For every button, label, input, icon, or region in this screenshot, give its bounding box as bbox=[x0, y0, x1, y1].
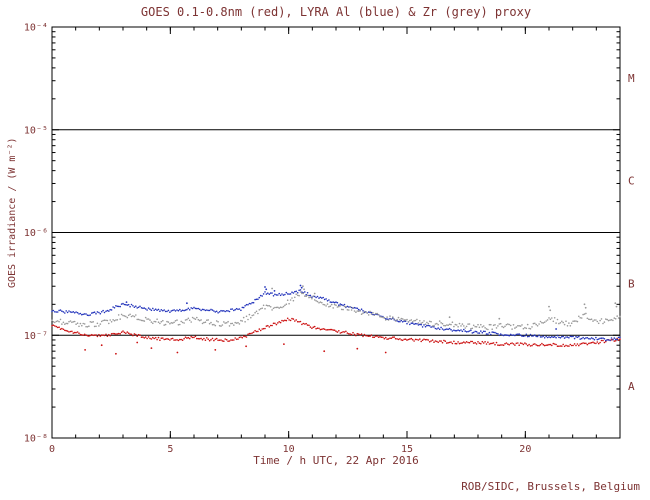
svg-text:15: 15 bbox=[401, 444, 413, 455]
x-axis-label: Time / h UTC, 22 Apr 2016 bbox=[253, 454, 419, 467]
svg-text:A: A bbox=[628, 380, 635, 393]
svg-text:10: 10 bbox=[283, 444, 295, 455]
svg-text:10⁻⁷: 10⁻⁷ bbox=[24, 331, 48, 342]
svg-text:10⁻⁴: 10⁻⁴ bbox=[24, 23, 48, 34]
svg-text:10⁻⁸: 10⁻⁸ bbox=[24, 434, 48, 445]
svg-text:10⁻⁶: 10⁻⁶ bbox=[24, 228, 48, 239]
svg-text:M: M bbox=[628, 72, 635, 85]
svg-text:10⁻⁵: 10⁻⁵ bbox=[24, 125, 48, 136]
credit-footer: ROB/SIDC, Brussels, Belgium bbox=[461, 480, 640, 493]
svg-text:5: 5 bbox=[167, 444, 173, 455]
svg-text:20: 20 bbox=[519, 444, 531, 455]
svg-text:C: C bbox=[628, 175, 635, 188]
y-axis-label: GOES irradiance / (W m⁻²) bbox=[7, 137, 18, 288]
svg-text:B: B bbox=[628, 277, 635, 290]
chart-title: GOES 0.1-0.8nm (red), LYRA Al (blue) & Z… bbox=[141, 5, 531, 19]
svg-text:0: 0 bbox=[49, 444, 55, 455]
plot-area: 10⁻⁴ 10⁻⁵ 10⁻⁶ 10⁻⁷ 10⁻⁸0 5 10 15 20 M C B A bbox=[24, 23, 635, 456]
